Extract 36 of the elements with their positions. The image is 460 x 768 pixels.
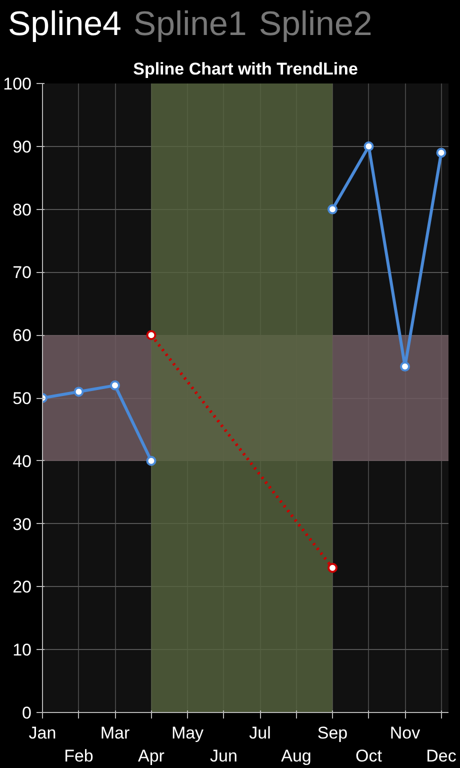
point	[328, 204, 338, 214]
x-tick-label: Jun	[210, 746, 238, 766]
point	[110, 380, 120, 390]
text: Spline4	[8, 5, 122, 43]
y-tick-label: 0	[22, 704, 32, 722]
point	[328, 562, 338, 573]
y-tick-label: 50	[12, 389, 32, 408]
x-tick-label: Oct	[356, 746, 382, 766]
text: Spline1	[133, 5, 247, 43]
point	[436, 148, 446, 158]
x-tick-label: May	[171, 724, 204, 742]
x-tick-label: Jul	[249, 724, 271, 742]
text: Spline2	[258, 5, 372, 43]
y-tick-label: 90	[12, 137, 32, 156]
chart-title: Spline Chart with TrendLine	[133, 60, 358, 78]
point	[146, 330, 156, 340]
y-tick-label: 40	[12, 452, 32, 471]
y-tick-label: 100	[3, 74, 32, 94]
x-tick-label: Apr	[138, 746, 165, 766]
y-tick-label: 70	[12, 263, 32, 282]
x-tick-label: Nov	[390, 724, 421, 742]
point	[400, 362, 410, 372]
y-tick-label: 20	[12, 578, 32, 597]
x-tick-label: Feb	[64, 746, 94, 766]
y-tick-label: 10	[12, 640, 32, 660]
y-tick-label: 80	[12, 200, 32, 220]
y-tick-label: 60	[12, 326, 32, 346]
y-tick-label: 30	[12, 514, 32, 534]
point	[74, 386, 84, 397]
x-tick-label: Sep	[317, 724, 348, 742]
x-tick-label: Jan	[28, 724, 56, 742]
x-tick-label: Aug	[281, 746, 312, 766]
point	[364, 141, 374, 152]
x-tick-label: Mar	[100, 724, 130, 742]
x-tick-label: Dec	[426, 746, 457, 766]
point	[146, 456, 156, 466]
